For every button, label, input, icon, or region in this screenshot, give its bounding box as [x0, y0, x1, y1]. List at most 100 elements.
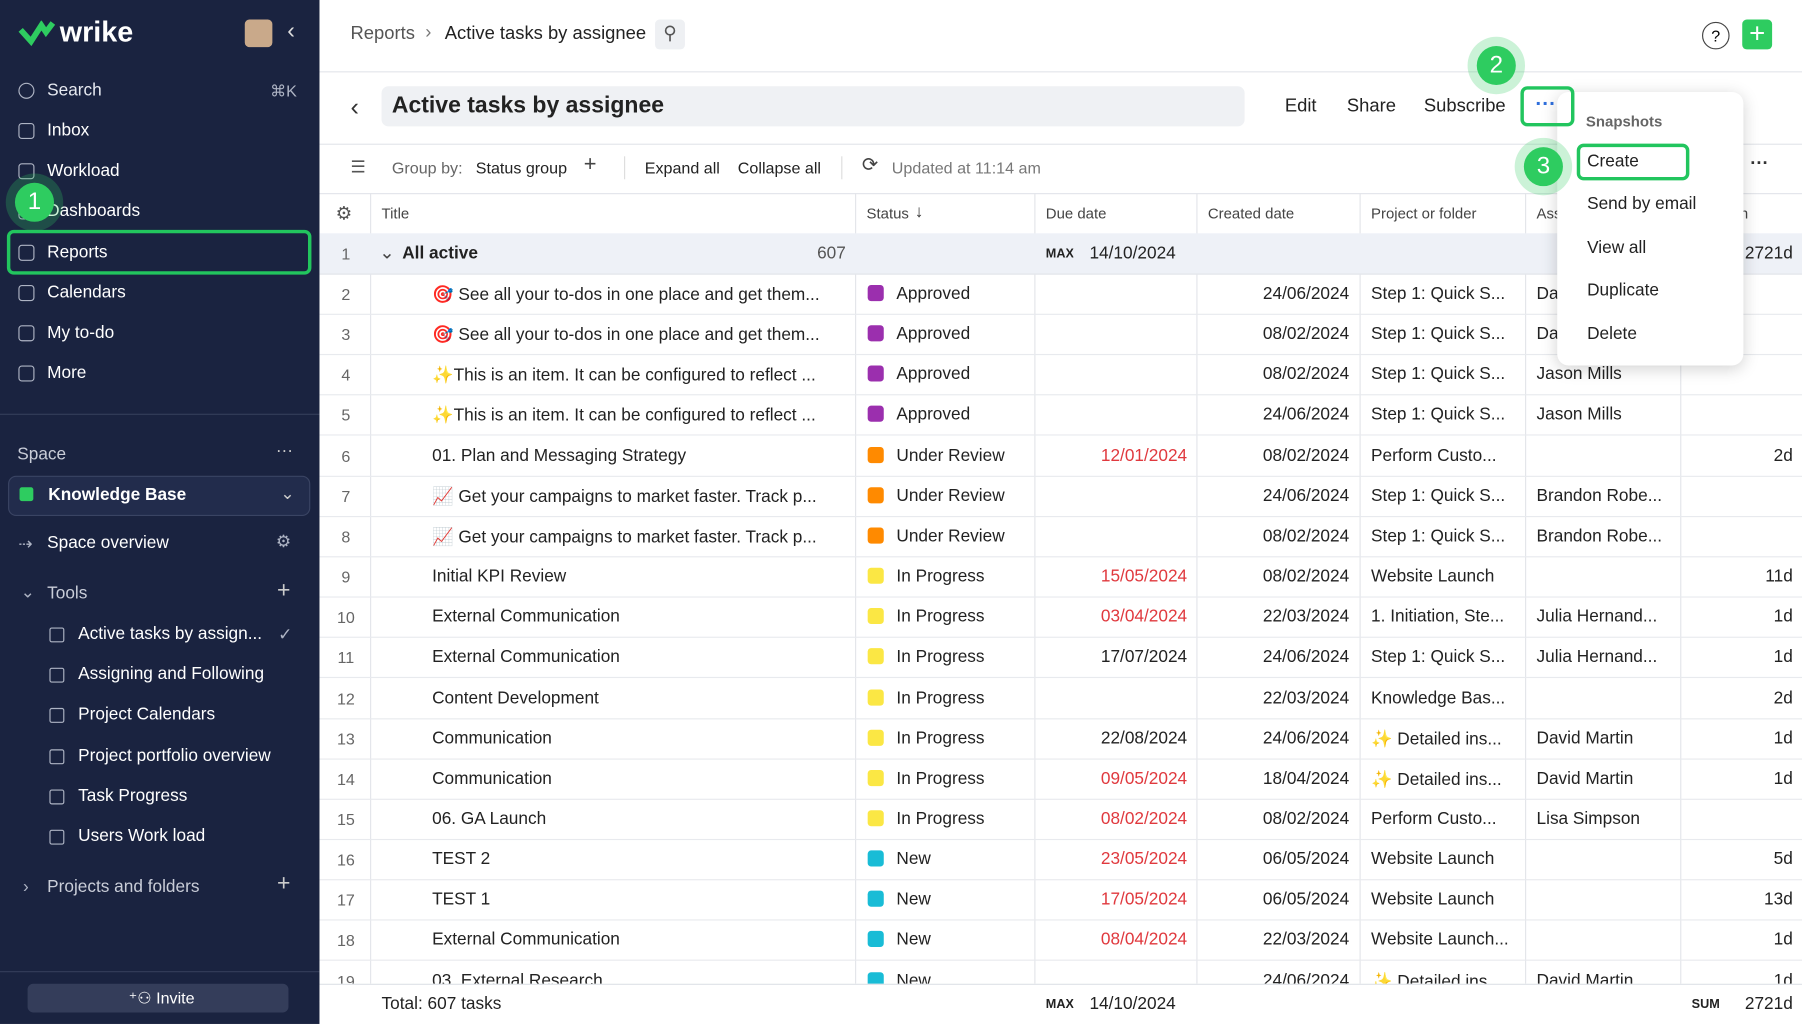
- tool-item[interactable]: Active tasks by assign...: [78, 624, 263, 644]
- menu-item[interactable]: View all: [1587, 237, 1647, 258]
- row[interactable]: [319, 799, 1802, 841]
- back[interactable]: ‹: [350, 91, 359, 121]
- column-header[interactable]: Due date: [1045, 204, 1107, 222]
- edit[interactable]: Edit: [1284, 96, 1317, 117]
- tools-label: Tools: [47, 583, 88, 604]
- subscribe[interactable]: Subscribe: [1423, 96, 1506, 117]
- task-title[interactable]: Communication: [432, 768, 552, 789]
- tool-item[interactable]: Users Work load: [78, 826, 206, 846]
- task-title[interactable]: 🎯 See all your to-dos in one place and g…: [432, 285, 820, 305]
- row[interactable]: [319, 758, 1802, 800]
- row[interactable]: [319, 637, 1802, 679]
- menu-heading: Snapshots: [1585, 112, 1663, 130]
- column-header[interactable]: Title: [381, 204, 410, 222]
- task-title[interactable]: Communication: [432, 728, 552, 748]
- task-title[interactable]: TEST 2: [432, 849, 491, 869]
- more-button[interactable]: ···: [1535, 91, 1557, 115]
- row[interactable]: [319, 395, 1802, 437]
- due-date: 12/01/2024: [1100, 445, 1188, 465]
- task-title[interactable]: ✨This is an item. It can be configured t…: [432, 365, 816, 386]
- task-title[interactable]: Content Development: [432, 687, 599, 708]
- group-by-value[interactable]: Status group: [475, 158, 568, 177]
- menu-item[interactable]: Duplicate: [1587, 280, 1659, 301]
- task-title[interactable]: ✨This is an item. It can be configured t…: [432, 406, 816, 426]
- search[interactable]: Search: [47, 80, 102, 100]
- expand-all[interactable]: Expand all: [644, 158, 720, 177]
- nav-item[interactable]: Calendars: [47, 282, 126, 303]
- row[interactable]: [319, 597, 1802, 639]
- row[interactable]: [319, 677, 1802, 719]
- menu-item[interactable]: Delete: [1587, 323, 1637, 344]
- nav-item[interactable]: Workload: [47, 161, 120, 181]
- menu-item[interactable]: Send by email: [1587, 194, 1697, 215]
- task-title[interactable]: 06. GA Launch: [432, 808, 547, 829]
- avatar[interactable]: [244, 19, 273, 48]
- collapse-all[interactable]: Collapse all: [737, 158, 821, 177]
- collapse-button[interactable]: ‹: [287, 18, 295, 44]
- pin[interactable]: ⚲: [655, 19, 685, 50]
- row[interactable]: [319, 274, 1802, 315]
- row[interactable]: [319, 839, 1802, 881]
- nav-item[interactable]: More: [47, 363, 87, 383]
- space-overview[interactable]: Space overview: [47, 533, 169, 553]
- row[interactable]: [319, 879, 1802, 921]
- task-title[interactable]: 📈 Get your campaigns to market faster. T…: [432, 527, 817, 547]
- column-header[interactable]: Created date: [1207, 204, 1295, 222]
- tool-item[interactable]: Task Progress: [78, 785, 188, 806]
- task-title[interactable]: 01. Plan and Messaging Strategy: [432, 445, 687, 465]
- status: Under Review: [896, 485, 1005, 506]
- column-header[interactable]: Project or folder: [1371, 204, 1477, 222]
- task-title[interactable]: 🎯 See all your to-dos in one place and g…: [432, 325, 820, 345]
- space-name: Knowledge Base: [48, 484, 187, 505]
- row[interactable]: [319, 920, 1802, 962]
- status: In Progress: [896, 607, 985, 627]
- settings-icon[interactable]: ⚙: [275, 532, 292, 552]
- task-title[interactable]: Initial KPI Review: [432, 566, 567, 587]
- status: In Progress: [896, 647, 985, 667]
- nav-item[interactable]: Inbox: [47, 120, 90, 141]
- invite-button[interactable]: [27, 983, 289, 1013]
- sidebar: wrike ‹ Search ⌘K Space ··· Knowledge Ba…: [0, 0, 320, 1024]
- due-date: 09/05/2024: [1100, 768, 1188, 789]
- breadcrumb[interactable]: Reports: [350, 24, 415, 44]
- nav-item[interactable]: Dashboards: [47, 201, 141, 222]
- menu-item[interactable]: Create: [1587, 151, 1639, 172]
- due-date: 17/07/2024: [1100, 647, 1188, 667]
- tool-item[interactable]: Project Calendars: [78, 704, 216, 725]
- task-title[interactable]: External Communication: [432, 930, 620, 950]
- task-title[interactable]: External Communication: [432, 647, 620, 667]
- settings-icon[interactable]: ⚙: [335, 204, 353, 225]
- row[interactable]: [319, 516, 1802, 558]
- share[interactable]: Share: [1346, 96, 1396, 117]
- add-project[interactable]: +: [276, 871, 291, 897]
- projects[interactable]: Projects and folders: [47, 876, 200, 897]
- add-group[interactable]: +: [583, 152, 597, 177]
- row[interactable]: [319, 556, 1802, 598]
- project: 1. Initiation, Ste...: [1371, 607, 1505, 627]
- row[interactable]: [319, 354, 1802, 396]
- space-menu[interactable]: ···: [275, 441, 294, 461]
- task-title[interactable]: 📈 Get your campaigns to market faster. T…: [432, 486, 817, 507]
- nav-item[interactable]: Reports: [47, 242, 108, 262]
- row[interactable]: [319, 435, 1802, 477]
- status: Under Review: [896, 445, 1005, 465]
- task-title[interactable]: External Communication: [432, 607, 620, 627]
- created-date: 24/06/2024: [1262, 283, 1350, 304]
- title-field[interactable]: [381, 86, 1245, 127]
- nav-item[interactable]: My to-do: [47, 322, 115, 343]
- space-selector[interactable]: [8, 475, 311, 517]
- add-button[interactable]: +: [1742, 19, 1773, 50]
- help[interactable]: ?: [1702, 21, 1730, 50]
- row[interactable]: [319, 718, 1802, 760]
- tool-item[interactable]: Assigning and Following: [78, 664, 265, 685]
- status-swatch: [867, 769, 884, 786]
- table-menu[interactable]: ···: [1750, 153, 1769, 174]
- column-header[interactable]: Status: [866, 204, 909, 222]
- row[interactable]: [319, 475, 1802, 517]
- add-tool[interactable]: +: [276, 578, 291, 604]
- task-title[interactable]: TEST 1: [432, 889, 491, 910]
- tool-item[interactable]: Project portfolio overview: [78, 745, 271, 765]
- row[interactable]: [319, 314, 1802, 356]
- refresh[interactable]: ⟳: [861, 153, 879, 176]
